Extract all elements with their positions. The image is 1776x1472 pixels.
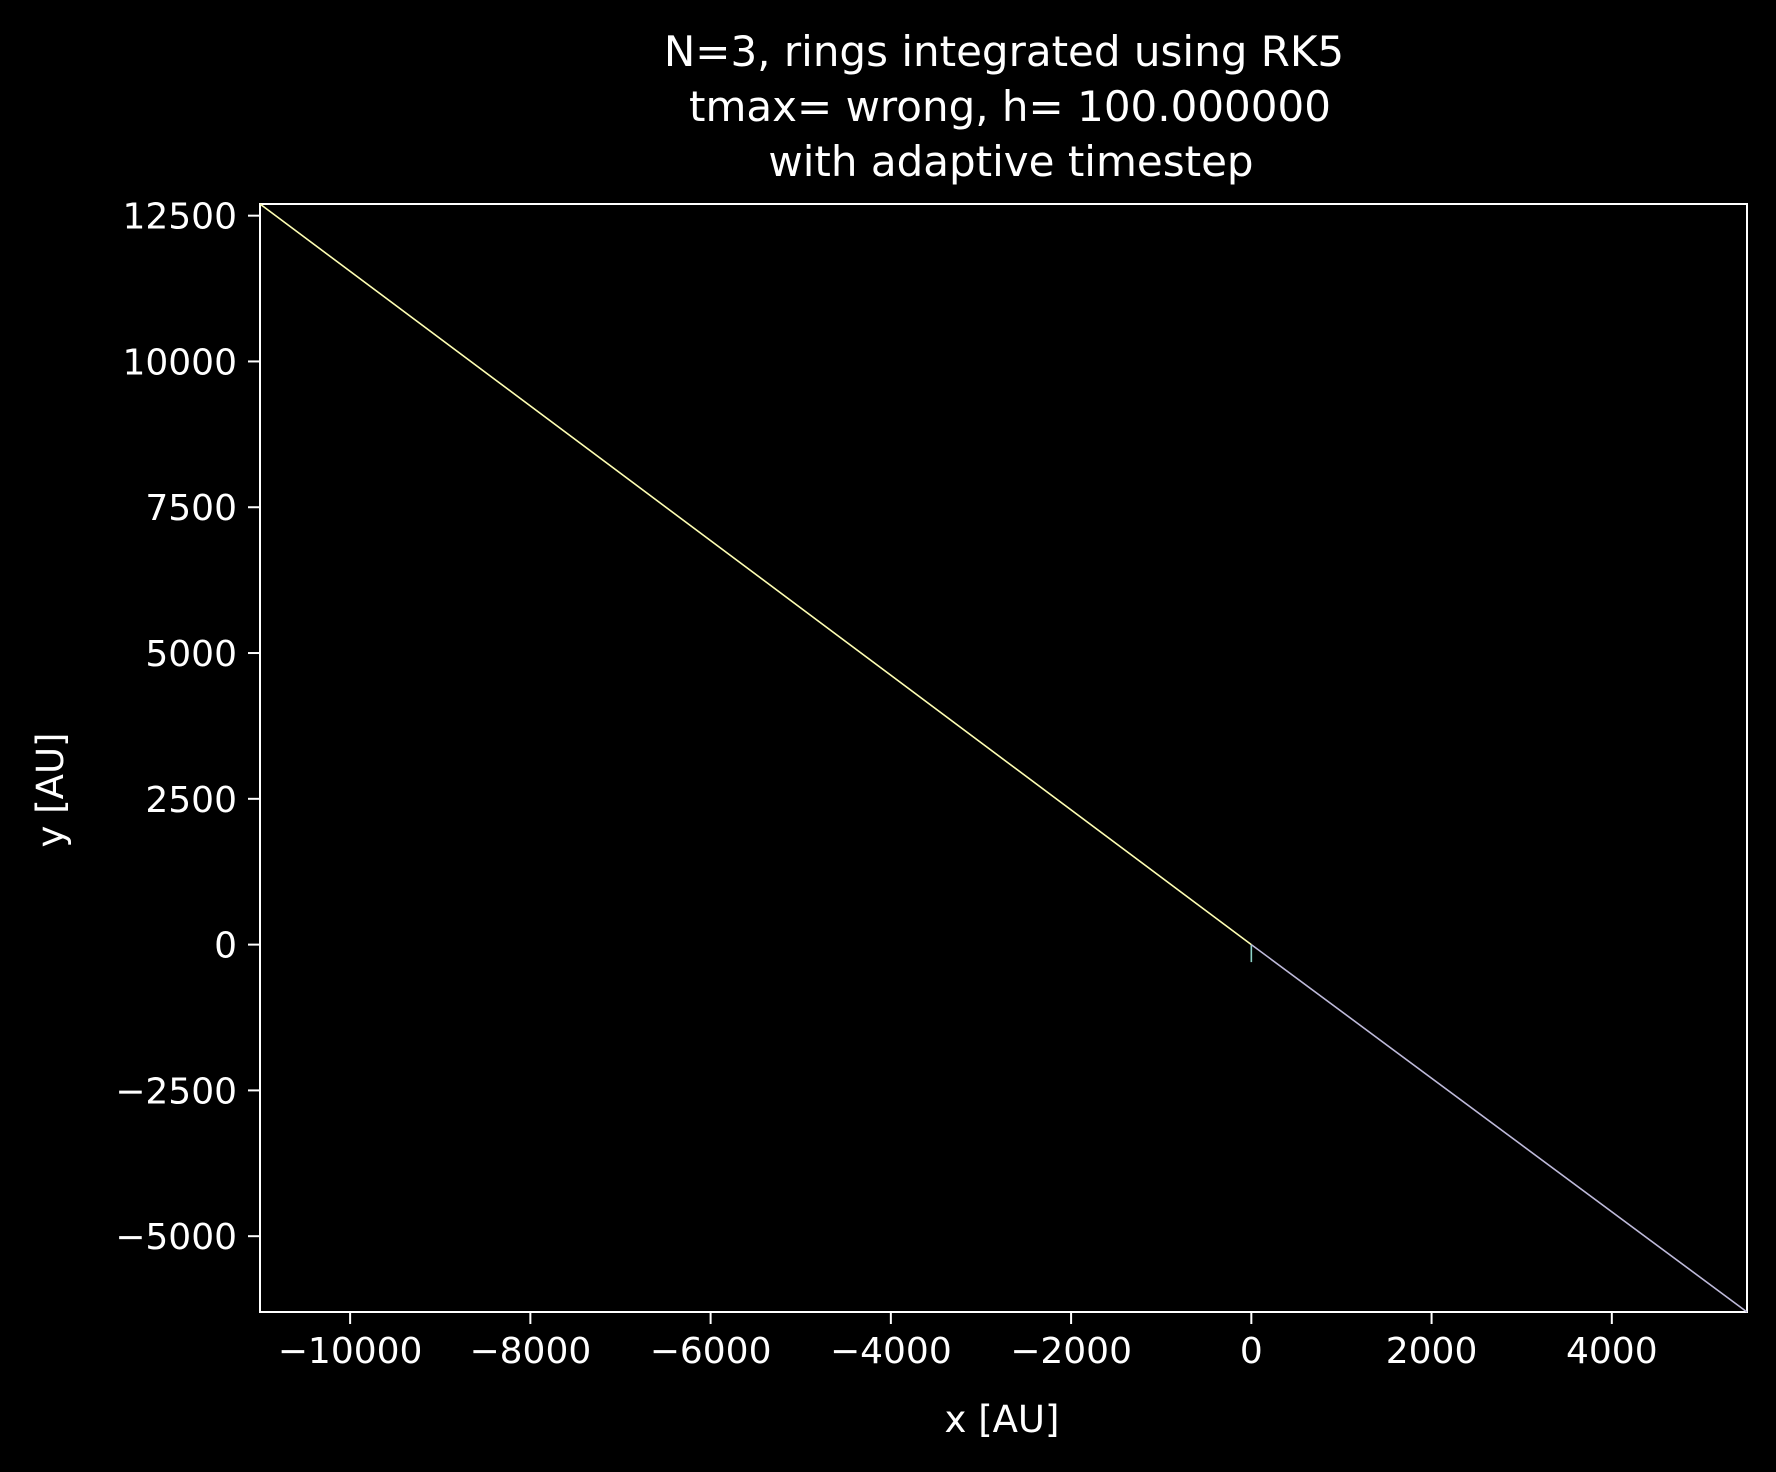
x-tick-label: −4000 — [830, 1331, 952, 1372]
x-tick-label: 0 — [1240, 1331, 1263, 1372]
series-line-3 — [1250, 943, 1748, 1313]
x-axis-ticks: −10000 −8000 −6000 −4000 −2000 0 2000 4000 — [278, 1312, 1658, 1372]
y-tick-label: 10000 — [122, 342, 237, 383]
chart-title: N=3, rings integrated using RK5 tmax= wr… — [664, 27, 1344, 186]
x-tick-label: −10000 — [278, 1331, 423, 1372]
series-line-2 — [259, 203, 1252, 946]
y-axis-label: y [AU] — [29, 733, 72, 848]
x-tick-label: −6000 — [650, 1331, 772, 1372]
y-tick-label: 12500 — [122, 197, 237, 238]
y-axis-ticks: −5000 −2500 0 2500 5000 7500 10000 12500 — [115, 197, 260, 1258]
y-tick-label: 0 — [214, 926, 237, 967]
plot-frame — [259, 203, 1748, 1313]
y-tick-label: 5000 — [145, 634, 237, 675]
x-tick-label: −2000 — [1010, 1331, 1132, 1372]
y-tick-label: 2500 — [145, 780, 237, 821]
x-tick-label: −8000 — [469, 1331, 591, 1372]
x-tick-label: 4000 — [1566, 1331, 1658, 1372]
series-layer — [259, 203, 1748, 1313]
chart-title-line-3: with adaptive timestep — [768, 137, 1253, 186]
x-axis-label: x [AU] — [945, 1398, 1060, 1441]
x-tick-label: 2000 — [1386, 1331, 1478, 1372]
chart-title-line-1: N=3, rings integrated using RK5 — [664, 27, 1344, 76]
y-tick-label: 7500 — [145, 488, 237, 529]
plot-area — [259, 203, 1748, 1313]
chart-title-line-2: tmax= wrong, h= 100.000000 — [689, 82, 1331, 131]
y-tick-label: −2500 — [115, 1071, 237, 1112]
y-tick-label: −5000 — [115, 1217, 237, 1258]
